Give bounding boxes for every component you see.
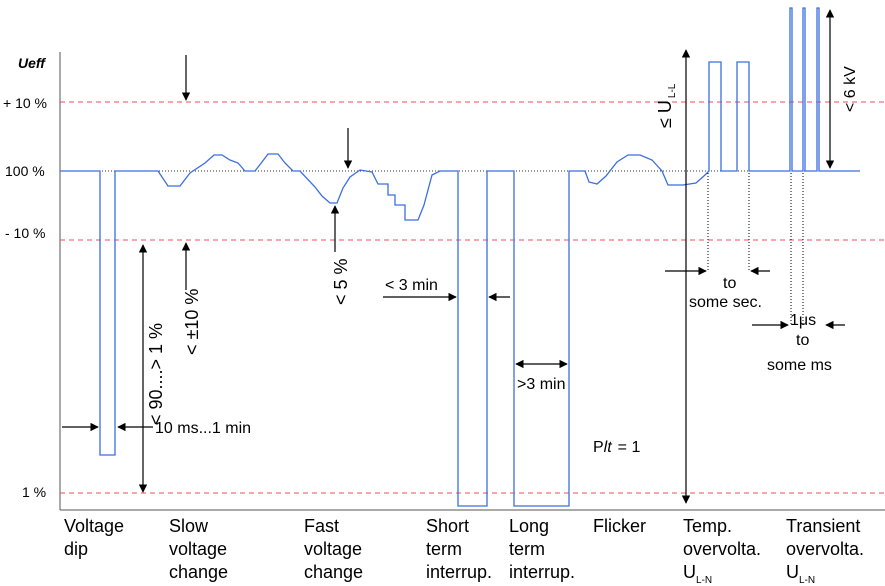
category-label: Voltage dip [64,516,124,559]
overvoltage-max-label: ≤ UL-L [655,83,678,128]
category-label: Fast voltage change [304,516,363,582]
temp-duration-to: to [723,275,736,292]
category-label: Short term interrup. [426,516,492,582]
category-label: Transient overvolta. UL-N [786,516,864,586]
long-duration-label: >3 min [517,376,565,393]
category-label: Slow voltage change [169,516,228,582]
category-label: Flicker [593,516,646,536]
category-label: Long term interrup. [509,516,575,582]
transient-duration-to: to [796,332,809,349]
tick-plus-10: + 10 % [3,95,47,111]
fast-change-label: < 5 % [331,258,351,305]
tick-minus-10: - 10 % [5,225,45,241]
category-label: Temp. overvolta. UL-N [683,516,761,586]
short-duration-label: < 3 min [385,277,438,294]
flicker-plt-label: Plt = 1 [593,439,640,456]
transient-duration-range: some ms [767,357,832,374]
dip-duration-label: 10 ms...1 min [155,420,251,437]
tick-1: 1 % [22,484,46,500]
temp-duration-range: some sec. [689,294,762,311]
tick-100: 100 % [5,163,45,179]
transient-amplitude-label: < 6 kV [842,66,859,112]
transient-duration-from: 1μs [790,312,816,329]
dip-depth-label: < 90....> 1 % [146,323,166,425]
category-labels: Voltage dip Slow voltage change Fast voltage ch… [64,516,864,586]
voltage-waveform [60,7,860,507]
slow-change-label: < ±10 % [182,289,202,355]
y-axis-title: Ueff [18,55,46,71]
